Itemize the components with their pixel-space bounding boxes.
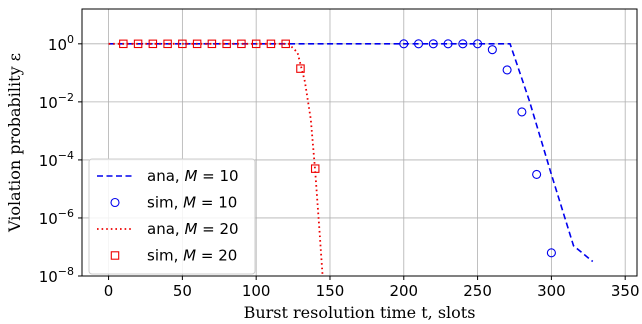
series-sim-m20-point bbox=[281, 39, 290, 49]
x-tick-label: 0 bbox=[104, 282, 114, 300]
legend-marker-swatch bbox=[110, 251, 120, 260]
x-tick-label: 250 bbox=[463, 282, 492, 300]
legend-label: ana, M = 10 bbox=[147, 167, 239, 185]
y-tick-base: 10 bbox=[39, 152, 58, 170]
x-tick-label: 150 bbox=[316, 282, 345, 300]
y-tick-base: 10 bbox=[39, 210, 58, 228]
y-tick-label: 10−4 bbox=[39, 149, 74, 170]
legend-entry: sim, M = 10 bbox=[110, 194, 237, 212]
legend-marker-swatch bbox=[110, 197, 120, 208]
y-tick-base: 10 bbox=[39, 268, 58, 286]
series-sim-m10-point bbox=[546, 248, 556, 258]
y-axis-label: Violation probability ε bbox=[5, 53, 24, 233]
series-sim-m10-point bbox=[502, 65, 512, 75]
series-sim-m20-point bbox=[251, 39, 261, 49]
legend-label-part: sim, bbox=[147, 247, 183, 265]
series-ana-m10-line bbox=[108, 43, 594, 263]
x-tick-label: 200 bbox=[389, 282, 418, 300]
series-sim-m10-point bbox=[473, 39, 483, 49]
y-tick-exponent: −4 bbox=[58, 149, 74, 162]
plot-frame bbox=[81, 8, 638, 277]
series-sim-m20-point bbox=[310, 164, 320, 173]
legend-entry: ana, M = 10 bbox=[97, 167, 239, 185]
legend-label-part: = 20 bbox=[196, 247, 237, 265]
series-sim-m20-point bbox=[192, 39, 202, 49]
series-sim-m10-point bbox=[399, 39, 409, 49]
y-tick-label: 10−2 bbox=[39, 91, 74, 112]
y-tick-exponent: −6 bbox=[58, 207, 74, 220]
legend-label-part: = 20 bbox=[197, 220, 238, 238]
x-tick-label: 300 bbox=[537, 282, 566, 300]
series-sim-m10-point bbox=[428, 39, 438, 49]
series-sim-m20-point bbox=[266, 39, 276, 49]
y-tick-exponent: −8 bbox=[58, 265, 74, 278]
y-tick-label: 10−8 bbox=[39, 265, 74, 286]
y-tick-label: 100 bbox=[48, 33, 74, 54]
series-sim-m10-point bbox=[413, 39, 424, 49]
legend-label-part: M bbox=[183, 194, 196, 212]
series-sim-m10-point bbox=[458, 39, 468, 49]
y-tick-base: 10 bbox=[39, 94, 58, 112]
y-tick-exponent: −2 bbox=[58, 91, 74, 104]
series-group bbox=[108, 39, 594, 276]
series-ana-m20-line bbox=[108, 42, 324, 276]
series-sim-m10-point bbox=[532, 169, 542, 179]
series-sim-m10-point bbox=[517, 107, 527, 117]
legend-entry: ana, M = 20 bbox=[97, 220, 239, 238]
legend-label-part: M bbox=[184, 167, 197, 185]
legend-entry: sim, M = 20 bbox=[110, 247, 237, 265]
series-sim-m10-point bbox=[487, 45, 497, 55]
legend-label-part: M bbox=[184, 220, 197, 238]
y-tick-exponent: 0 bbox=[67, 33, 74, 46]
series-sim-m20-point bbox=[148, 39, 158, 49]
legend-label-part: M bbox=[183, 247, 196, 265]
series-sim-m20-point bbox=[237, 39, 246, 49]
legend-label-part: = 10 bbox=[197, 167, 238, 185]
legend-label-part: ana, bbox=[147, 167, 184, 185]
series-sim-m20-point bbox=[222, 39, 231, 49]
legend-box bbox=[88, 158, 256, 275]
series-sim-m20-point bbox=[119, 39, 128, 49]
x-tick-label: 350 bbox=[611, 282, 640, 300]
x-tick-label: 100 bbox=[242, 282, 271, 300]
legend-label: sim, M = 20 bbox=[147, 247, 237, 265]
legend-label: sim, M = 10 bbox=[147, 194, 237, 212]
x-axis-label: Burst resolution time t, slots bbox=[244, 303, 476, 322]
legend-label: ana, M = 20 bbox=[147, 220, 239, 238]
y-tick-label: 10−6 bbox=[39, 207, 74, 228]
y-tick-base: 10 bbox=[48, 36, 67, 54]
series-sim-m20-point bbox=[207, 39, 217, 49]
series-sim-m20-point bbox=[163, 39, 172, 49]
series-sim-m20-point bbox=[296, 64, 305, 73]
plot-area bbox=[108, 39, 594, 276]
x-tick-label: 50 bbox=[173, 282, 192, 300]
legend-label-part: = 10 bbox=[196, 194, 237, 212]
series-sim-m20-point bbox=[133, 39, 143, 49]
legend-label-part: sim, bbox=[147, 194, 183, 212]
series-sim-m20-point bbox=[178, 39, 187, 49]
legend-label-part: ana, bbox=[147, 220, 184, 238]
series-sim-m10-point bbox=[443, 39, 453, 49]
